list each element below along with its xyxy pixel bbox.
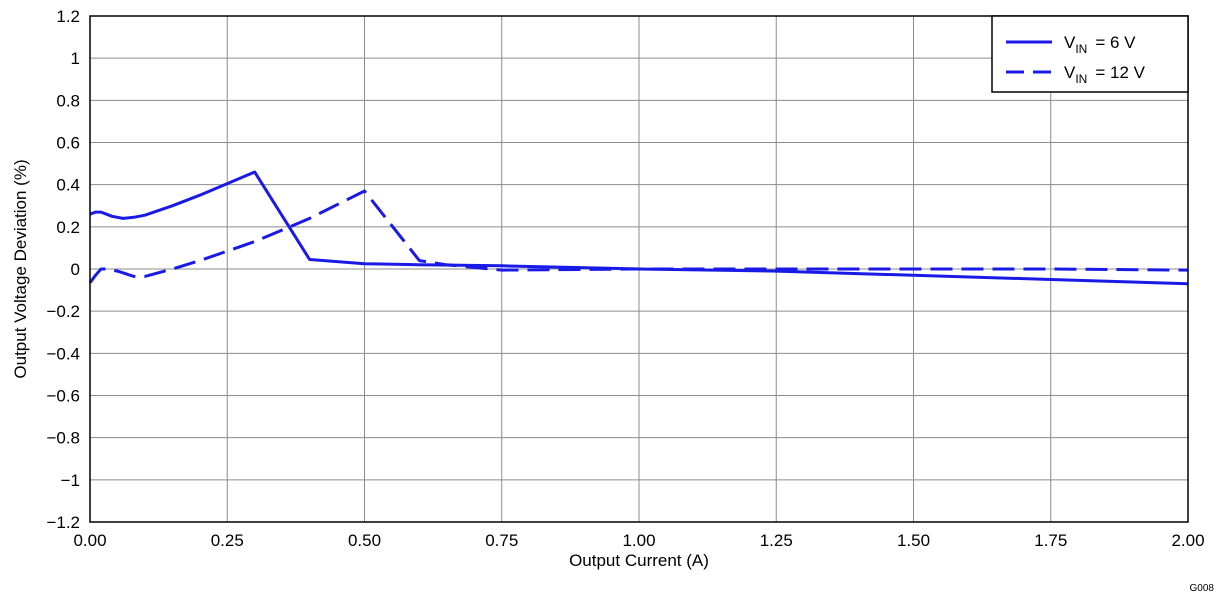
y-tick-label: 0.6 bbox=[56, 134, 80, 153]
y-tick-label: 1 bbox=[71, 49, 80, 68]
x-tick-label: 1.25 bbox=[760, 531, 793, 550]
x-tick-label: 0.75 bbox=[485, 531, 518, 550]
legend-box bbox=[991, 15, 1189, 93]
figure-code: G008 bbox=[1190, 583, 1215, 594]
y-tick-label: −0.6 bbox=[46, 387, 80, 406]
x-axis-ticks: 0.00 0.25 0.50 0.75 1.00 1.25 1.50 1.75 2.00 bbox=[73, 531, 1204, 550]
y-tick-label: 0.2 bbox=[56, 218, 80, 237]
x-tick-label: 1.75 bbox=[1034, 531, 1067, 550]
series-lines bbox=[88, 170, 1189, 286]
y-tick-label: −0.8 bbox=[46, 429, 80, 448]
legend-entry-label: VIN = 12 V bbox=[1064, 63, 1146, 86]
y-axis-title: Output Voltage Deviation (%) bbox=[11, 159, 30, 378]
y-tick-label: 0.4 bbox=[56, 176, 80, 195]
x-tick-label: 0.25 bbox=[211, 531, 244, 550]
series-line-2 bbox=[88, 189, 1189, 284]
y-tick-label: 0 bbox=[71, 260, 80, 279]
y-tick-label: −1 bbox=[61, 471, 80, 490]
x-tick-label: 0.00 bbox=[73, 531, 106, 550]
x-tick-label: 1.00 bbox=[622, 531, 655, 550]
y-tick-label: −1.2 bbox=[46, 513, 80, 532]
y-tick-label: 1.2 bbox=[56, 7, 80, 26]
y-tick-label: 0.8 bbox=[56, 91, 80, 110]
x-tick-label: 0.50 bbox=[348, 531, 381, 550]
y-axis-ticks: 1.2 1 0.8 0.6 0.4 0.2 0 −0.2 −0.4 −0.6 −0.8 −1 −1.2 bbox=[46, 7, 80, 532]
x-tick-label: 2.00 bbox=[1171, 531, 1204, 550]
legend-entry-label: VIN = 6 V bbox=[1064, 33, 1136, 56]
legend: VIN = 6 V VIN = 12 V bbox=[991, 15, 1189, 93]
x-axis-title: Output Current (A) bbox=[569, 551, 709, 570]
plot-area-frame bbox=[89, 15, 1189, 523]
y-tick-label: −0.4 bbox=[46, 344, 80, 363]
x-tick-label: 1.50 bbox=[897, 531, 930, 550]
y-tick-label: −0.2 bbox=[46, 302, 80, 321]
